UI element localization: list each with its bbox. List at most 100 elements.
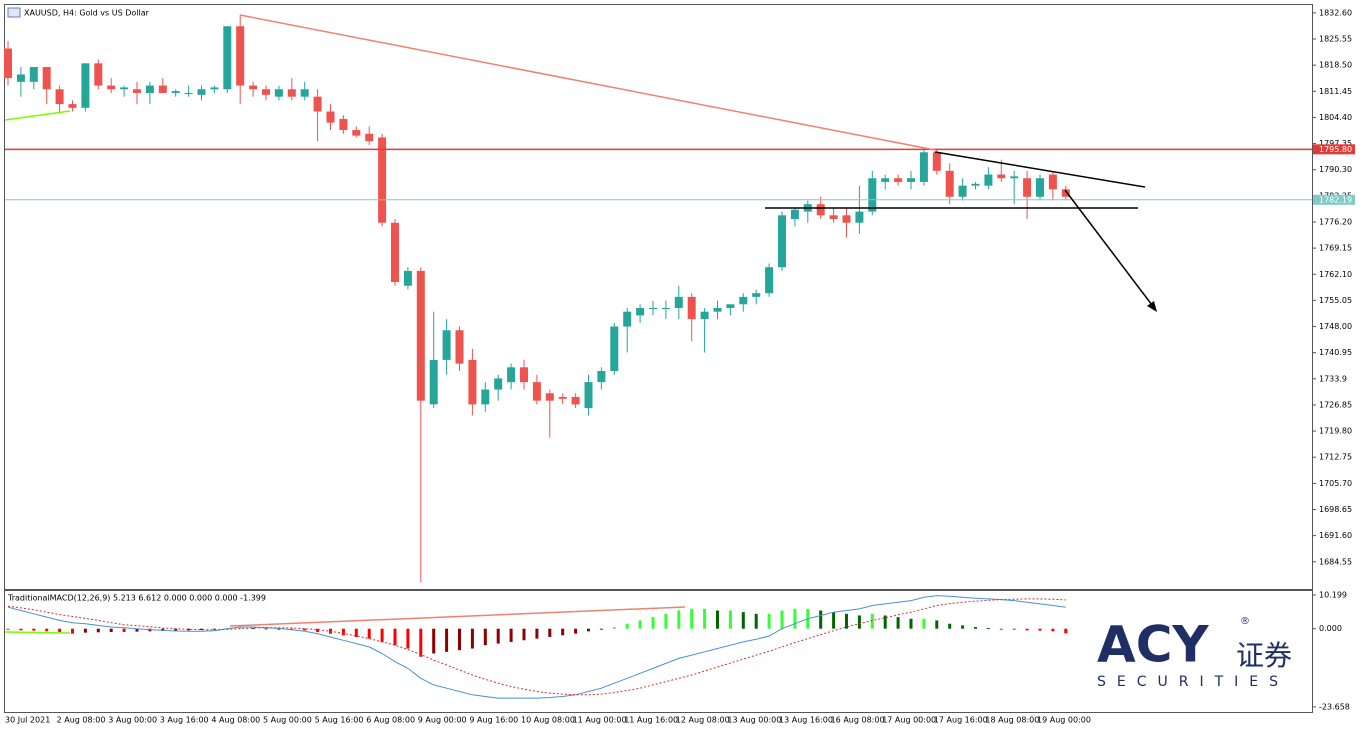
histogram-bar	[922, 618, 926, 629]
candle-body	[468, 359, 477, 405]
candle-body	[94, 63, 103, 86]
histogram-bar	[909, 618, 913, 629]
macd-panel	[4, 590, 1313, 713]
histogram-bar	[535, 628, 539, 639]
arrow	[1064, 189, 1156, 310]
candle-body	[133, 89, 141, 93]
x-tick-label: 5 Aug 00:00	[263, 716, 312, 725]
histogram-bar	[316, 628, 320, 632]
trend-line	[229, 606, 686, 627]
y-tick-label: 1755.05	[1319, 296, 1352, 305]
histogram-bar	[664, 613, 668, 629]
candle-body	[520, 367, 528, 383]
candle-body	[687, 296, 696, 320]
histogram-bar	[986, 628, 990, 630]
histogram-bar	[780, 610, 784, 629]
candle-body	[171, 91, 180, 93]
indicator-line	[4, 110, 71, 121]
histogram-bar	[470, 628, 474, 649]
y-tick-label: 1804.40	[1319, 113, 1352, 122]
x-tick-label: 3 Aug 16:00	[160, 716, 209, 725]
candle-body	[545, 393, 554, 401]
histogram-bar	[83, 628, 87, 633]
candle-body	[378, 137, 387, 223]
x-tick-label: 17 Aug 16:00	[934, 716, 988, 725]
candle-body	[713, 307, 722, 312]
indicator-line	[7, 595, 1066, 699]
y-tick-label: 1769.15	[1319, 244, 1352, 253]
candle-body	[597, 371, 606, 383]
candle-body	[726, 304, 735, 308]
arrow-head	[1147, 301, 1157, 312]
x-tick-label: 5 Aug 16:00	[315, 716, 364, 725]
y-tick-label: 1733.9	[1319, 374, 1347, 383]
histogram-bar	[354, 628, 358, 637]
logo-name: ACY	[1097, 616, 1209, 674]
candle-body	[352, 130, 361, 136]
candle-body	[262, 89, 270, 95]
histogram-bar	[548, 628, 552, 637]
candle-body	[984, 174, 993, 186]
x-tick-label: 11 Aug 16:00	[624, 716, 678, 725]
histogram-bar	[999, 628, 1003, 630]
chart-title: XAUUSD, H4: Gold vs US Dollar	[24, 9, 150, 18]
logo: ACY ® 证券 SECURITIES	[1097, 616, 1292, 691]
histogram-bar	[793, 608, 797, 629]
candle-body	[649, 307, 657, 309]
histogram-bar	[961, 625, 965, 629]
logo-tagline: SECURITIES	[1097, 674, 1289, 690]
histogram-bar	[432, 628, 436, 654]
candle-body	[481, 389, 490, 405]
candle-body	[739, 296, 748, 305]
candle-body	[107, 85, 116, 90]
price-tag-label: 1782.19	[1319, 195, 1352, 204]
histogram-bar	[587, 628, 590, 632]
histogram-bar	[58, 628, 62, 632]
candle-body	[584, 382, 593, 409]
candle-body	[868, 178, 877, 212]
candle-body	[68, 104, 77, 108]
histogram-bar	[741, 612, 745, 629]
x-tick-label: 2 Aug 08:00	[57, 716, 106, 725]
x-tick-label: 13 Aug 16:00	[779, 716, 833, 725]
candle-body	[81, 63, 90, 108]
macd-title: TraditionalMACD(12,26,9) 5.213 6.612 0.0…	[7, 594, 266, 603]
candle-body	[416, 270, 425, 401]
logo-cn: 证券	[1236, 639, 1292, 672]
y-tick-label: -23.658	[1319, 702, 1350, 711]
candle-body	[778, 215, 786, 268]
histogram-bar	[458, 628, 461, 651]
histogram-bar	[767, 613, 771, 629]
x-tick-label: 9 Aug 16:00	[469, 716, 518, 725]
y-tick-label: 1712.75	[1319, 453, 1352, 462]
x-tick-label: 11 Aug 00:00	[573, 716, 627, 725]
histogram-bar	[122, 628, 126, 632]
candle-body	[16, 74, 25, 82]
histogram-bar	[277, 628, 281, 630]
histogram-bar	[857, 615, 861, 629]
histogram-bar	[1051, 628, 1055, 632]
histogram-bar	[832, 612, 836, 629]
price-tag	[1313, 194, 1355, 205]
histogram-bar	[625, 623, 629, 629]
candle-body	[971, 183, 980, 186]
histogram-bar	[238, 627, 242, 629]
candle-body	[313, 96, 322, 112]
candle-body	[1023, 178, 1032, 197]
histogram-bar	[716, 610, 719, 629]
histogram-bar	[290, 628, 294, 630]
histogram-bar	[45, 628, 49, 632]
y-tick-label: 1832.60	[1319, 8, 1352, 17]
candle-body	[455, 330, 464, 364]
histogram-bar	[71, 628, 74, 634]
histogram-bar	[419, 628, 423, 657]
histogram-bar	[212, 628, 216, 630]
y-tick-label: 1797.35	[1319, 139, 1352, 148]
histogram-bar	[445, 628, 449, 652]
x-tick-label: 12 Aug 08:00	[676, 716, 730, 725]
y-tick-label: 1790.30	[1319, 165, 1352, 174]
histogram-bar	[496, 628, 500, 644]
histogram-bar	[135, 628, 139, 632]
candle-body	[55, 89, 64, 105]
candle-body	[274, 89, 283, 97]
